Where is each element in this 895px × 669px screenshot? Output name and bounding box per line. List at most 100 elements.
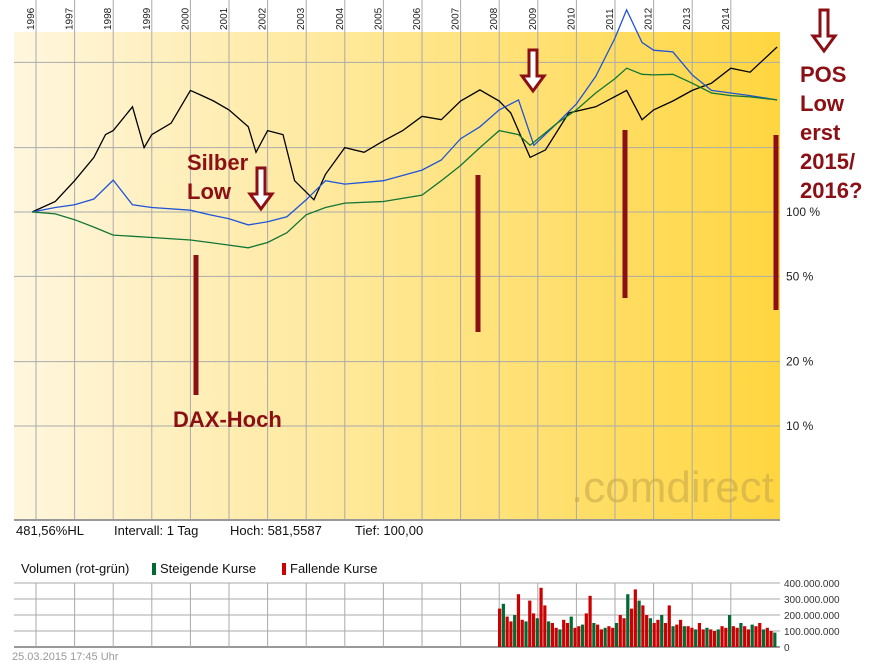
volume-bar [682, 626, 686, 647]
volume-bar [678, 619, 683, 647]
annotation-line: POS [800, 62, 847, 87]
down-arrow-icon [519, 48, 547, 94]
year-tick-label: 1998 [103, 7, 114, 30]
year-tick-label: 1997 [65, 7, 76, 30]
volume-bar [592, 623, 596, 647]
volume-bar [641, 605, 645, 647]
volume-bar [701, 629, 705, 647]
volume-bar [739, 623, 743, 647]
year-header [14, 0, 780, 32]
dax-line [31, 46, 778, 213]
volume-bar [720, 626, 724, 647]
volume-bar [705, 627, 709, 647]
volume-bar [550, 623, 554, 647]
year-tick-label: 2006 [412, 7, 423, 30]
volume-bar [611, 627, 615, 647]
volume-bar [652, 623, 656, 647]
volume-bar [761, 629, 766, 647]
year-tick-label: 2011 [605, 8, 616, 30]
volume-bar [513, 615, 517, 647]
volume-bar [765, 627, 769, 647]
annotation-pos-low: POS Low erst 2015/ 2016? [800, 60, 862, 205]
volume-bar [735, 627, 739, 647]
volume-bar [565, 623, 570, 647]
volume-bar [577, 626, 581, 647]
volume-bar [629, 608, 634, 647]
volume-bar [554, 627, 558, 647]
volume-bar [547, 621, 551, 647]
volume-bar [569, 616, 573, 647]
annotation-silber-low: Silber Low [187, 150, 249, 204]
timestamp: 25.03.2015 17:45 Uhr [12, 651, 119, 663]
annotation-line: Low [800, 91, 844, 116]
annotation-line: 2016? [800, 178, 863, 203]
green-series-line [32, 67, 778, 249]
volume-bar [645, 615, 649, 647]
legend-down-label: Fallende Kurse [290, 561, 378, 576]
volume-bar [614, 623, 619, 647]
volume-bar [528, 600, 532, 647]
year-tick-label: 2002 [258, 7, 269, 30]
volume-bar [498, 608, 502, 647]
legend-up-label: Steigende Kurse [160, 561, 257, 576]
volume-bar [697, 623, 702, 647]
legend-down-swatch [282, 563, 286, 575]
down-arrow-icon [247, 166, 275, 212]
volume-bar [660, 615, 664, 647]
year-tick-label: 2009 [528, 7, 539, 30]
volume-bar [580, 624, 585, 647]
volume-bar [724, 627, 728, 647]
interval-label: Intervall: 1 Tag [114, 523, 199, 538]
year-tick-label: 2010 [566, 7, 577, 30]
volume-tick-label: 0 [784, 643, 790, 654]
volume-bar [716, 629, 720, 647]
volume-bar [558, 629, 562, 647]
volume-bar [531, 613, 536, 647]
low-value: Tief: 100,00 [355, 523, 424, 538]
high-value: Hoch: 581,5587 [230, 523, 322, 538]
volume-bar [690, 627, 694, 647]
volume-bar [626, 594, 630, 647]
volume-bar [603, 627, 607, 647]
volume-bar [731, 626, 735, 647]
annotation-line: erst [800, 120, 841, 145]
volume-bar [769, 631, 773, 647]
y-tick-label: 100 % [786, 205, 820, 219]
volume-bar [543, 605, 547, 647]
volume-bar [637, 600, 641, 647]
volume-bar [584, 613, 588, 647]
down-arrow-icon [810, 8, 838, 54]
volume-tick-label: 200.000.000 [784, 611, 840, 622]
volume-bar [501, 603, 505, 647]
year-tick-label: 2000 [180, 7, 191, 30]
y-tick-label: 20 % [786, 355, 814, 369]
volume-bar [754, 626, 758, 647]
y-tick-label: 50 % [786, 269, 814, 283]
volume-tick-label: 300.000.000 [784, 595, 840, 606]
volume-bar [773, 632, 777, 647]
volume-tick-label: 400.000.000 [784, 579, 840, 590]
hl-value: 481,56%HL [16, 523, 84, 538]
annotation-line: 2015/ [800, 149, 856, 174]
volume-bar [607, 626, 611, 647]
volume-bar [758, 623, 762, 647]
annotation-dax-hoch: DAX-Hoch [173, 407, 282, 432]
volume-bar [743, 626, 747, 647]
volume-bar [663, 623, 668, 647]
volume-bar [573, 627, 577, 647]
volume-bar [686, 626, 690, 647]
year-tick-label: 2003 [296, 7, 307, 30]
volume-bar [633, 589, 637, 647]
volume-bar [746, 629, 751, 647]
volume-bar [671, 626, 675, 647]
volume-bar [535, 618, 539, 647]
y-tick-label: 10 % [786, 419, 814, 433]
year-tick-label: 2001 [219, 7, 230, 30]
volume-bar [750, 624, 754, 647]
volume-bar [505, 616, 509, 647]
volume-bar [520, 619, 524, 647]
year-tick-label: 2008 [489, 7, 500, 30]
year-tick-label: 2014 [721, 7, 732, 30]
volume-bar [516, 594, 521, 647]
